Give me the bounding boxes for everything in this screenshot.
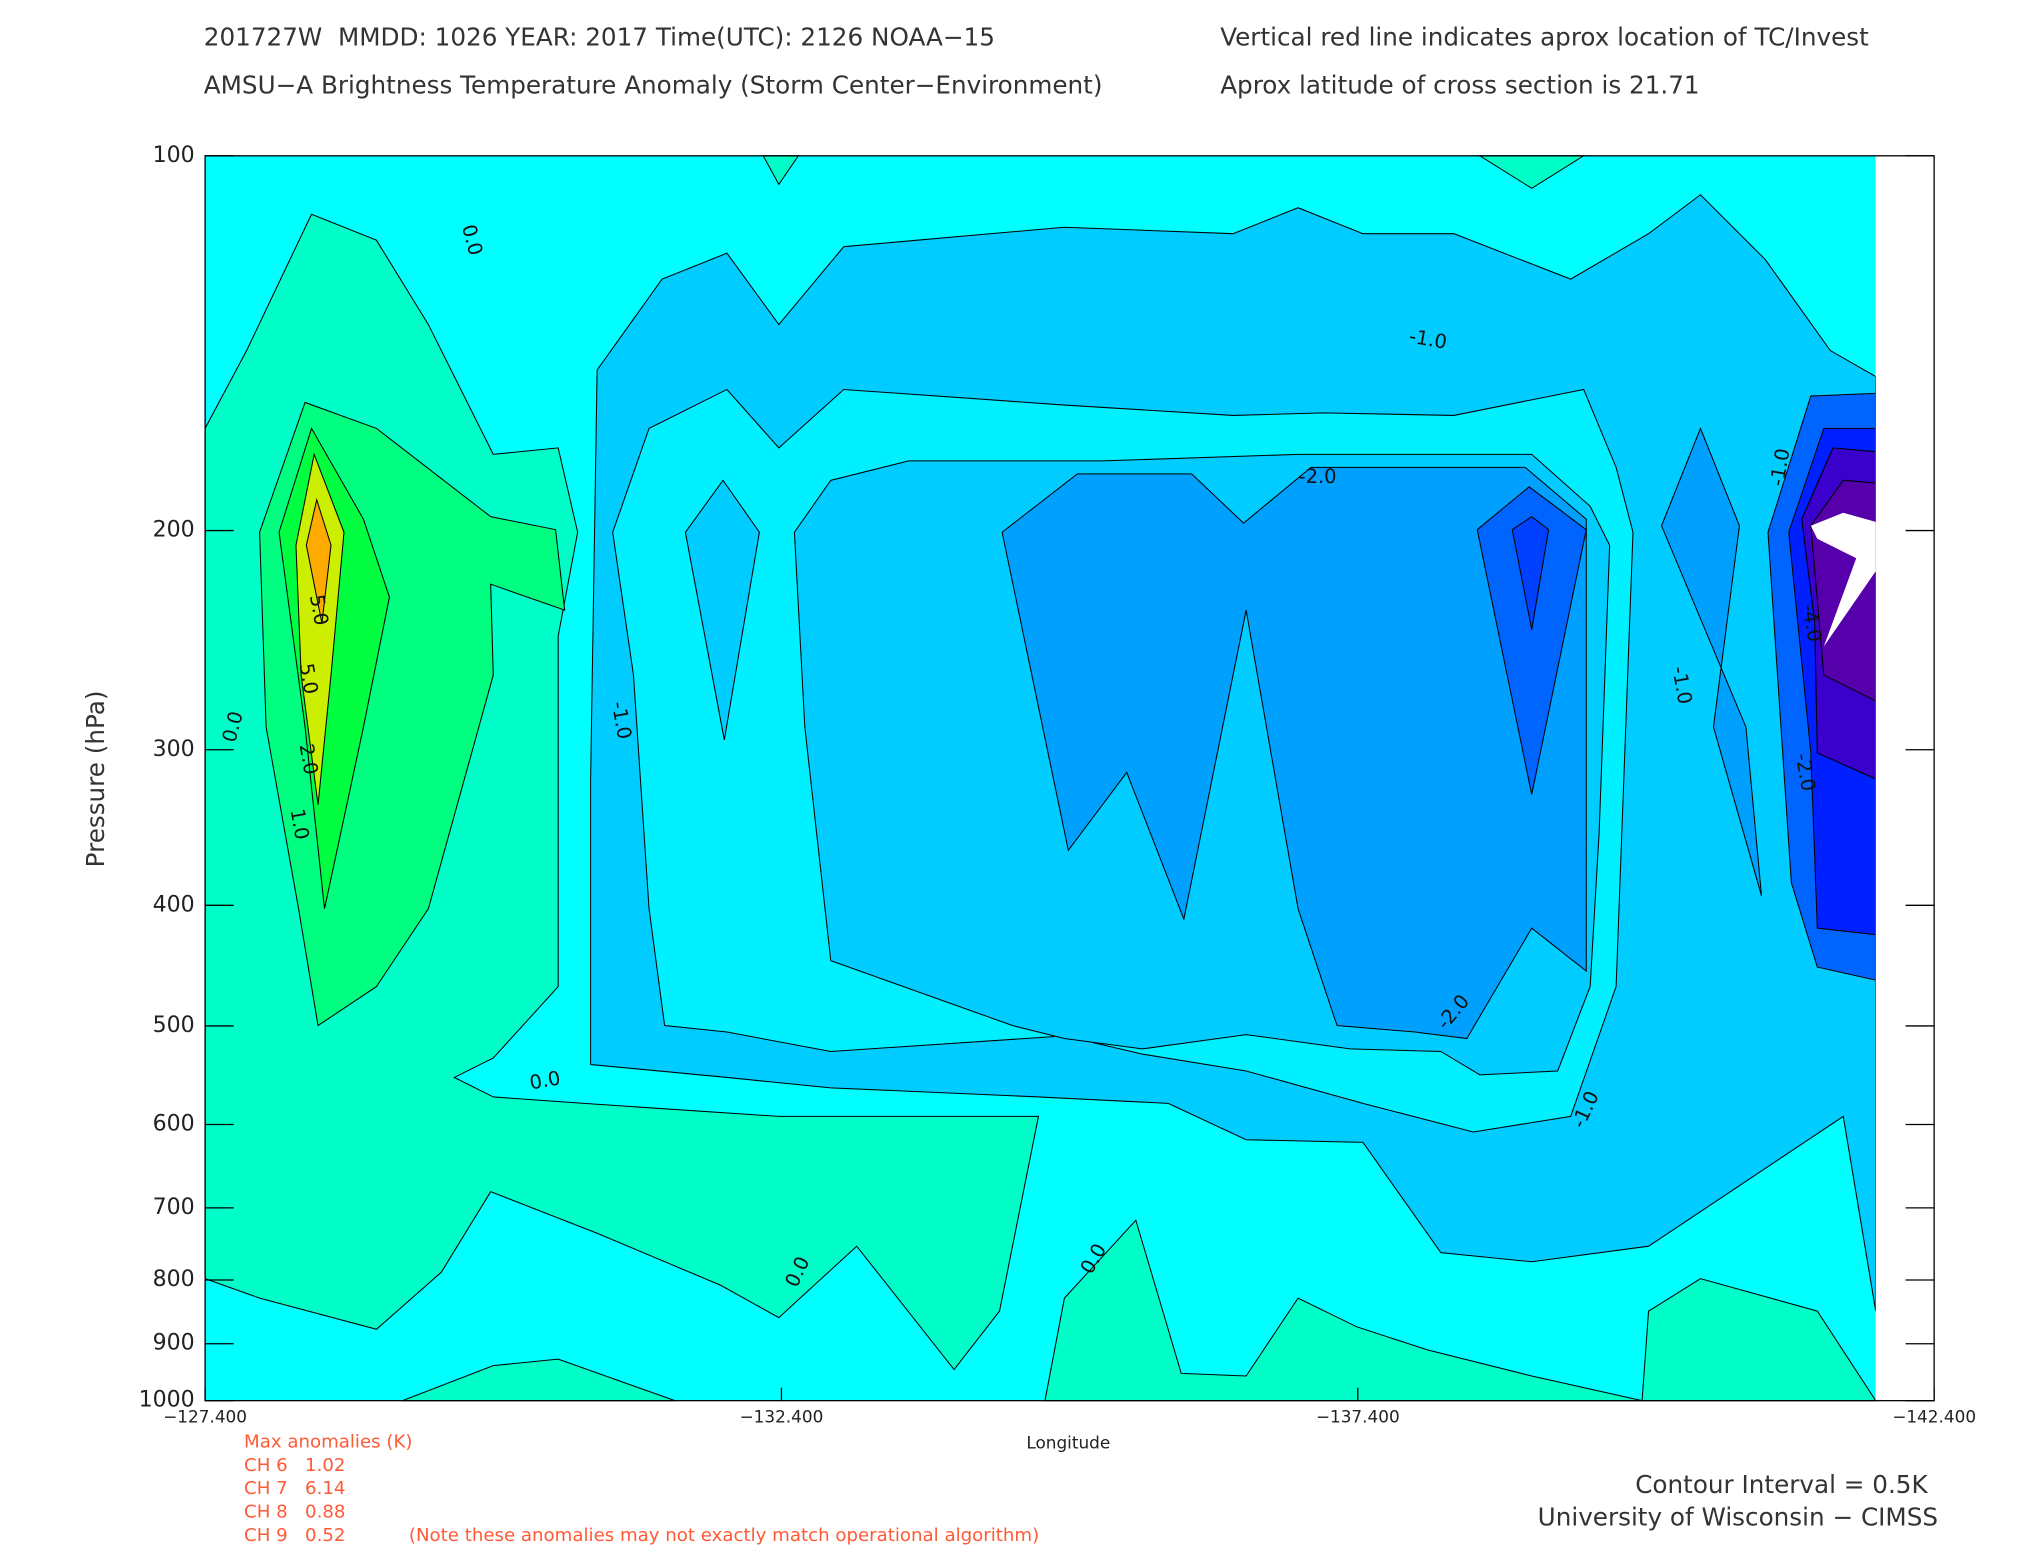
plot-frame [204,155,1935,1402]
anomalies-list: CH 6 1.02 CH 7 6.14 CH 8 0.88 CH 9 0.52 [244,1455,345,1546]
x-axis-label: Longitude [1026,1433,1110,1453]
contour-fill [1001,466,1587,1040]
missing-area [1875,155,1935,1401]
y-axis-label: Pressure (hPa) [81,690,110,867]
contour-fill [1660,427,1763,896]
anomaly-channel: CH 9 [244,1525,288,1546]
note-line: Aprox latitude of cross section is 21.71 [1220,71,1699,100]
anomaly-channel: CH 7 [244,1478,288,1499]
x-tick-label: −137.400 [1316,1407,1400,1427]
contour-label: 1.0 [286,807,314,841]
y-tick-label: 400 [153,892,195,917]
contour-fill [1476,486,1587,795]
y-tick-label: 700 [153,1195,195,1220]
anomaly-channel: CH 6 [244,1455,288,1476]
contour-interval: Contour Interval = 0.5K [1635,1470,1928,1499]
contour-field [204,155,1935,1402]
anomaly-value: 0.88 [305,1502,345,1523]
anomalies-title: Max anomalies (K) [244,1431,412,1452]
y-tick-label: 100 [153,143,195,168]
credit: University of Wisconsin − CIMSS [1538,1502,1938,1531]
x-tick-label: −142.400 [1892,1407,1976,1427]
anomaly-channel: CH 8 [244,1502,288,1523]
y-tick-label: 900 [153,1331,195,1356]
contour-label: 2.0 [295,742,323,776]
y-tick-label: 800 [153,1267,195,1292]
y-tick-label: 500 [153,1013,195,1038]
contour-fill [305,497,332,624]
title-line: AMSU−A Brightness Temperature Anomaly (S… [204,71,1103,100]
y-tick-label: 1000 [139,1388,195,1413]
x-tick-label: −132.400 [740,1407,824,1427]
x-tick-label: −127.400 [163,1407,247,1427]
note-line: Vertical red line indicates aprox locati… [1220,22,1869,51]
y-tick-label: 300 [153,737,195,762]
anomaly-value: 6.14 [305,1478,345,1499]
title-line: 201727W MMDD: 1026 YEAR: 2017 Time(UTC):… [204,22,995,51]
anomaly-value: 0.52 [305,1525,345,1546]
anomaly-value: 1.02 [305,1455,345,1476]
contour-fill [684,479,760,741]
contour-label: 5.0 [295,662,323,696]
contour-label: 0.0 [528,1066,562,1094]
contour-fill [1044,1219,1643,1402]
missing-area [1810,512,1876,647]
contour-fill [1511,516,1550,630]
contour-label: 5.0 [305,593,333,627]
contour-label: -2.0 [1299,465,1337,488]
y-tick-label: 200 [153,518,195,543]
anomalies-note: (Note these anomalies may not exactly ma… [409,1525,1039,1546]
y-tick-label: 600 [153,1112,195,1137]
